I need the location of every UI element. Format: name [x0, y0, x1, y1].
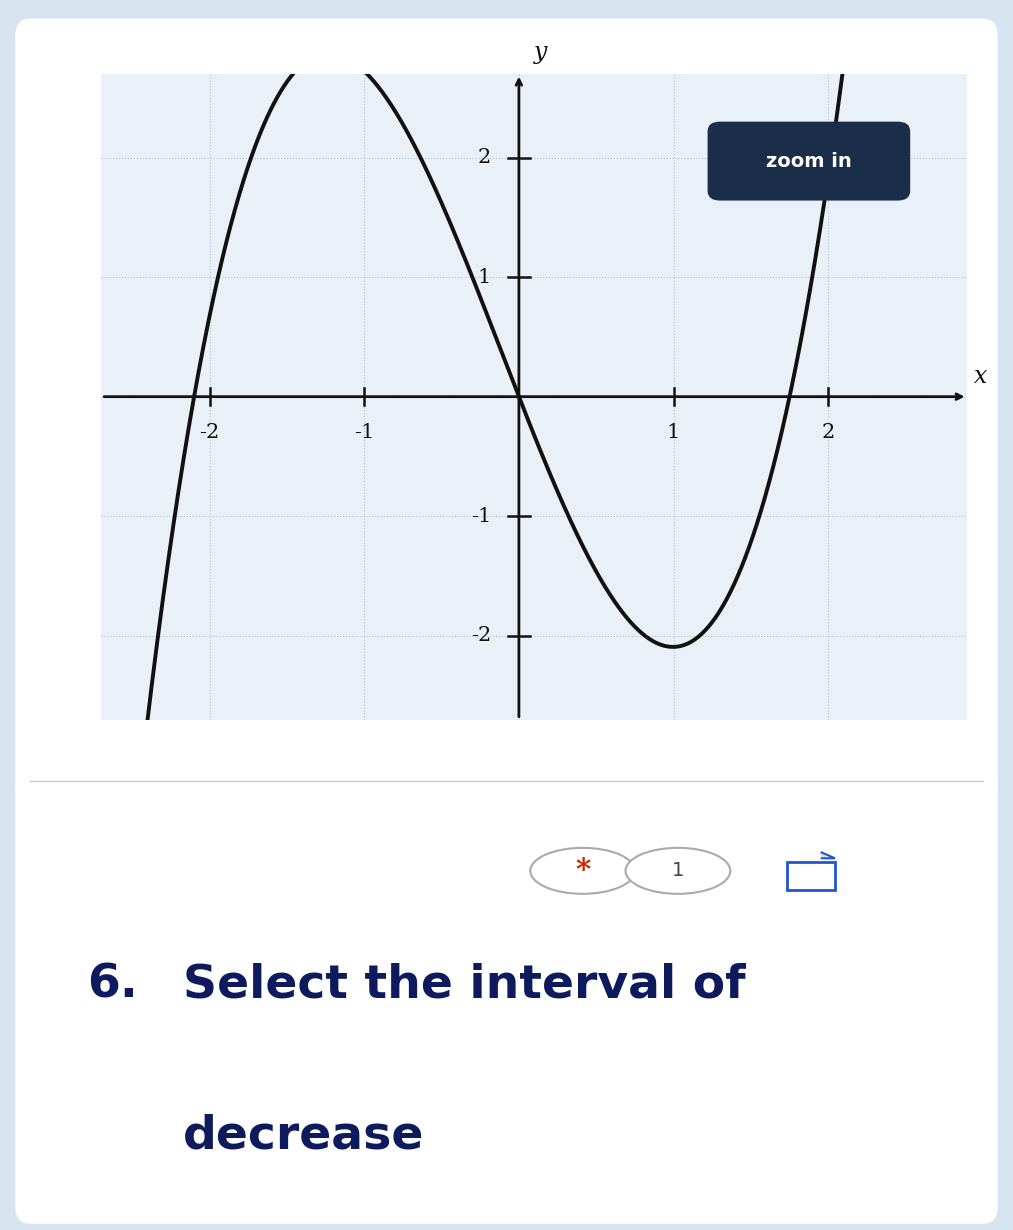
FancyBboxPatch shape [15, 18, 998, 806]
Text: zoom in: zoom in [766, 151, 852, 171]
Text: x: x [973, 365, 987, 389]
Text: Select the interval of: Select the interval of [182, 963, 746, 1007]
Text: 6.: 6. [87, 963, 139, 1007]
Text: 1: 1 [672, 861, 684, 881]
Text: decrease: decrease [182, 1113, 424, 1159]
Circle shape [625, 847, 730, 894]
Text: 2: 2 [822, 423, 835, 442]
FancyBboxPatch shape [707, 122, 911, 200]
Text: -2: -2 [200, 423, 220, 442]
Text: 1: 1 [667, 423, 681, 442]
Text: -1: -1 [471, 507, 491, 525]
Circle shape [530, 847, 635, 894]
PathPatch shape [821, 852, 835, 859]
FancyBboxPatch shape [787, 862, 835, 889]
Text: *: * [575, 856, 591, 886]
Text: -2: -2 [471, 626, 491, 646]
FancyBboxPatch shape [15, 769, 998, 1224]
Text: y: y [535, 42, 548, 64]
Text: -1: -1 [354, 423, 375, 442]
Text: 2: 2 [478, 148, 491, 167]
Text: 1: 1 [478, 268, 491, 287]
